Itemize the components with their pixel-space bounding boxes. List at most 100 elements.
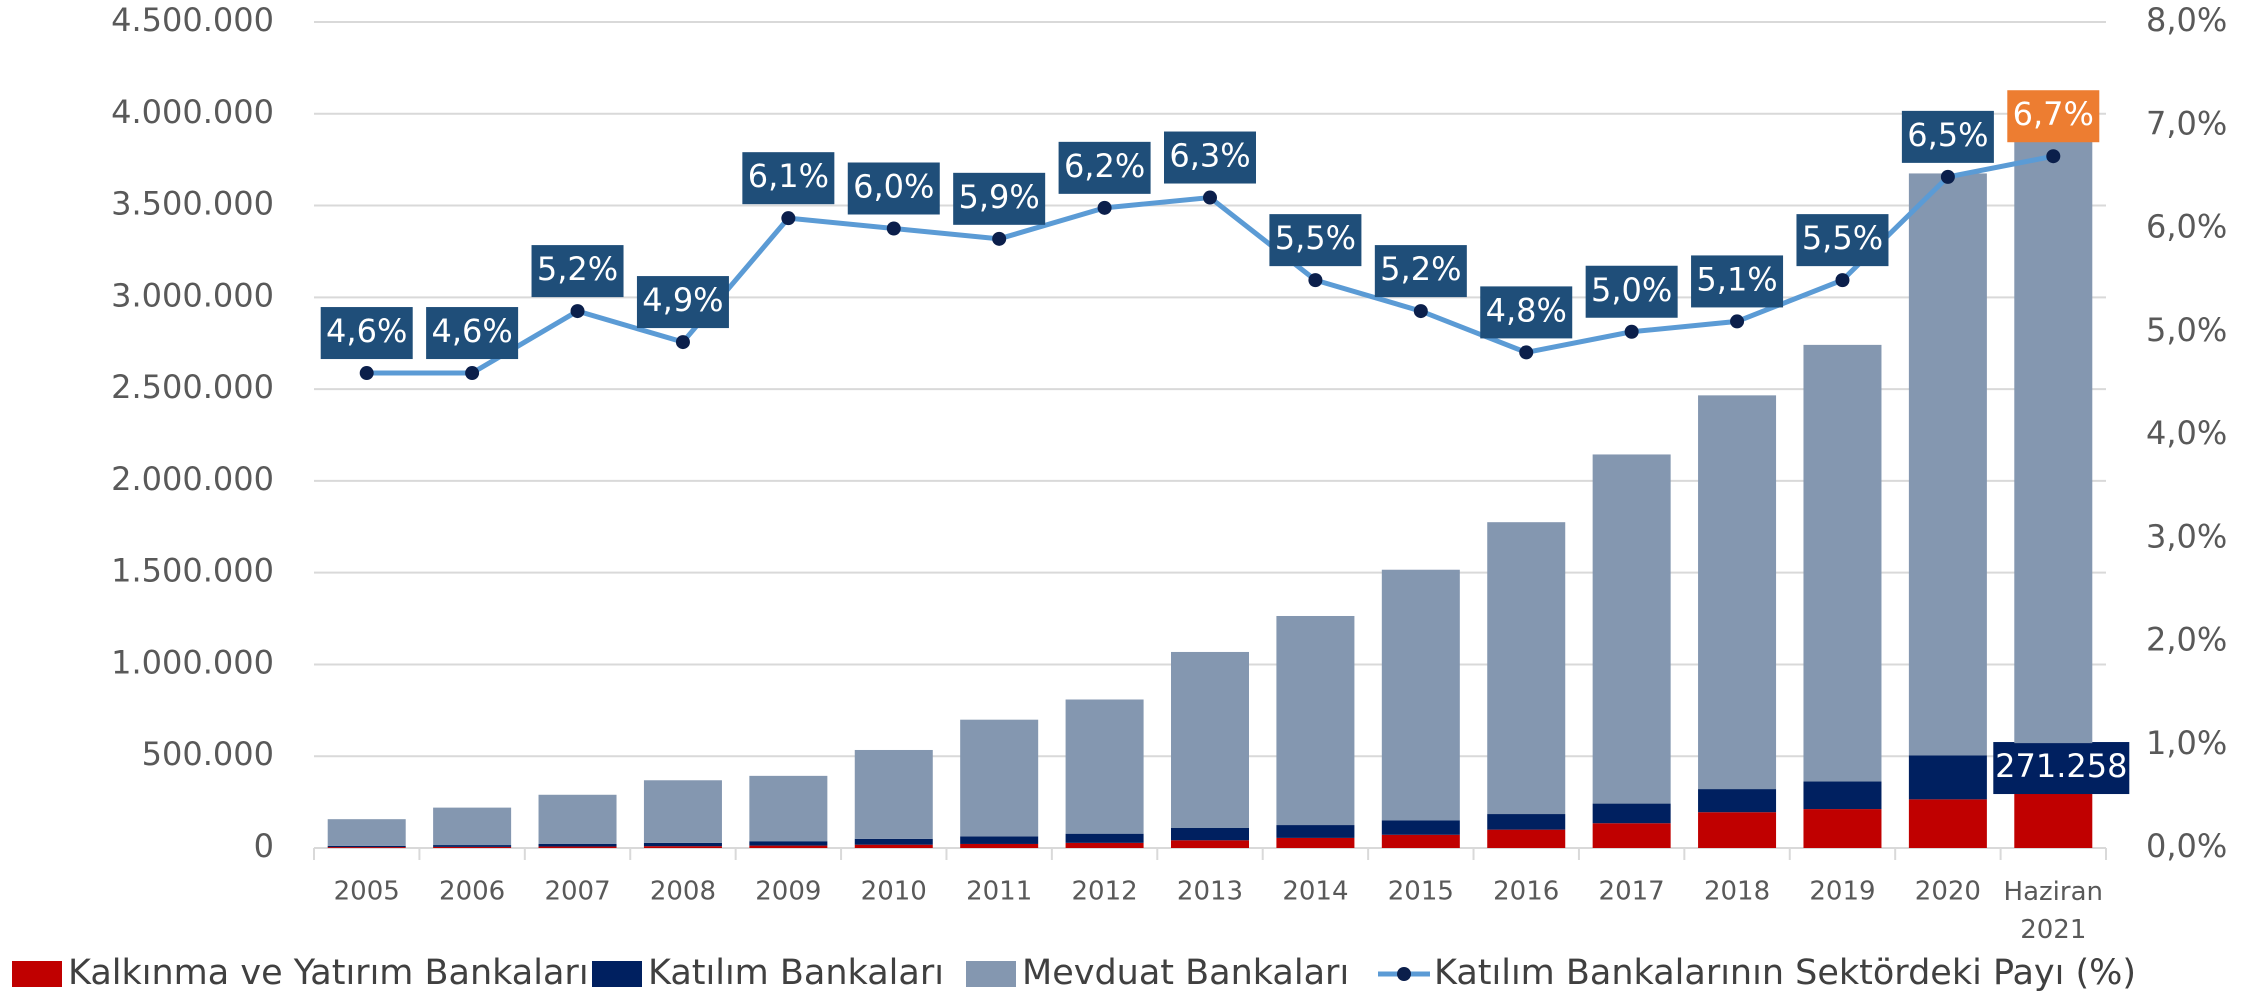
x-tick-label: 2019 — [1809, 877, 1875, 907]
legend-label: Katılım Bankalarının Sektördeki Payı (%) — [1434, 953, 2136, 993]
x-tick-label: 2009 — [755, 877, 821, 907]
legend-label: Kalkınma ve Yatırım Bankaları — [68, 953, 589, 993]
bar-segment — [1698, 395, 1777, 790]
data-label: 6,1% — [748, 157, 829, 195]
bar-segment — [1487, 829, 1566, 848]
bar-segment — [1803, 781, 1882, 810]
x-tick-label: 2006 — [439, 877, 505, 907]
bar-segment — [327, 847, 406, 848]
data-label: 4,8% — [1486, 291, 1567, 329]
data-label: 5,2% — [537, 250, 618, 288]
bar-segment — [854, 838, 933, 845]
x-tick-label: 2012 — [1072, 877, 1138, 907]
line-marker — [359, 366, 374, 381]
legend-swatch — [592, 961, 642, 987]
bar-segment — [960, 836, 1039, 844]
x-tick-label: 2013 — [1177, 877, 1243, 907]
x-tick-label: 2018 — [1704, 877, 1770, 907]
x-tick-label: 2007 — [544, 877, 610, 907]
x-tick-label: 2017 — [1599, 877, 1665, 907]
data-label: 6,3% — [1169, 137, 1250, 175]
y2-tick-label: 3,0% — [2146, 517, 2227, 555]
bar-segment — [643, 842, 722, 847]
y-tick-label: 3.500.000 — [111, 185, 274, 223]
data-label: 4,6% — [431, 312, 512, 350]
bar-segment — [433, 845, 512, 847]
line-marker — [1097, 200, 1112, 215]
y-tick-label: 500.000 — [142, 735, 274, 773]
data-label-box — [1901, 110, 1994, 163]
y2-tick-label: 8,0% — [2146, 1, 2227, 39]
data-label-box — [1374, 245, 1467, 298]
bar-segment — [1276, 825, 1355, 838]
data-label: 5,9% — [959, 178, 1040, 216]
bar-segment — [960, 843, 1039, 848]
bar-segment — [1276, 615, 1355, 826]
bar-segment — [1803, 344, 1882, 782]
data-label: 6,0% — [853, 168, 934, 206]
bar-segment — [1698, 789, 1777, 813]
bar-segment — [643, 846, 722, 848]
line-marker — [886, 221, 901, 236]
bar-segment — [538, 794, 617, 844]
bar-segment — [1592, 454, 1671, 804]
x-tick-label: 2005 — [334, 877, 400, 907]
data-label: 6,5% — [1907, 116, 1988, 154]
data-label-box — [847, 162, 940, 215]
bar-segment — [1065, 842, 1144, 848]
bar-segment — [2014, 130, 2093, 744]
legend-swatch — [966, 961, 1016, 987]
data-label-box — [1058, 141, 1151, 194]
x-tick-label: Haziran 2021 — [2004, 877, 2103, 945]
y-tick-label: 3.000.000 — [111, 276, 274, 314]
bar-segment — [1487, 522, 1566, 815]
y2-tick-label: 0,0% — [2146, 827, 2227, 865]
line-marker — [2046, 149, 2061, 164]
data-label: 5,1% — [1696, 260, 1777, 298]
data-label: 4,9% — [642, 281, 723, 319]
bar-segment — [749, 845, 828, 848]
line-marker — [1413, 304, 1428, 319]
data-label-box — [1796, 214, 1889, 267]
data-label-box — [636, 276, 729, 329]
bar-segment — [1381, 820, 1460, 835]
y-tick-label: 1.500.000 — [111, 552, 274, 590]
bar-segment — [1592, 823, 1671, 848]
data-label-box — [953, 172, 1046, 225]
y2-tick-label: 6,0% — [2146, 208, 2227, 246]
y-tick-label: 1.000.000 — [111, 643, 274, 681]
y2-tick-label: 5,0% — [2146, 311, 2227, 349]
data-label-box — [1691, 255, 1784, 308]
data-label-box — [1993, 742, 2130, 795]
line-marker — [1835, 273, 1850, 288]
bar-segment — [1170, 840, 1250, 848]
bar-segment — [433, 807, 512, 846]
y2-tick-label: 1,0% — [2146, 724, 2227, 762]
y2-tick-label: 2,0% — [2146, 621, 2227, 659]
line-marker — [1519, 345, 1534, 360]
data-label: 5,5% — [1275, 219, 1356, 257]
line-marker — [1730, 314, 1745, 329]
bar-segment — [749, 841, 828, 846]
bar-segment — [1065, 699, 1144, 834]
data-label-box — [742, 152, 835, 205]
bar-segment — [1908, 173, 1987, 756]
bar-segment — [2014, 792, 2093, 848]
line-marker — [465, 366, 480, 381]
y2-tick-label: 4,0% — [2146, 414, 2227, 452]
y-tick-label: 2.500.000 — [111, 368, 274, 406]
bar-segment — [1592, 803, 1671, 824]
data-label-box — [1480, 286, 1573, 339]
x-tick-label: 2020 — [1915, 877, 1981, 907]
data-label: 5,2% — [1380, 250, 1461, 288]
data-label-box — [426, 307, 519, 360]
legend-swatch — [12, 961, 62, 987]
data-label: 5,0% — [1591, 271, 1672, 309]
data-label: 6,2% — [1064, 147, 1145, 185]
legend-label: Katılım Bankaları — [648, 953, 944, 993]
line-marker — [1203, 190, 1217, 205]
bar-segment — [854, 749, 933, 839]
bar-segment — [1065, 833, 1144, 843]
x-tick-label: 2015 — [1388, 877, 1454, 907]
